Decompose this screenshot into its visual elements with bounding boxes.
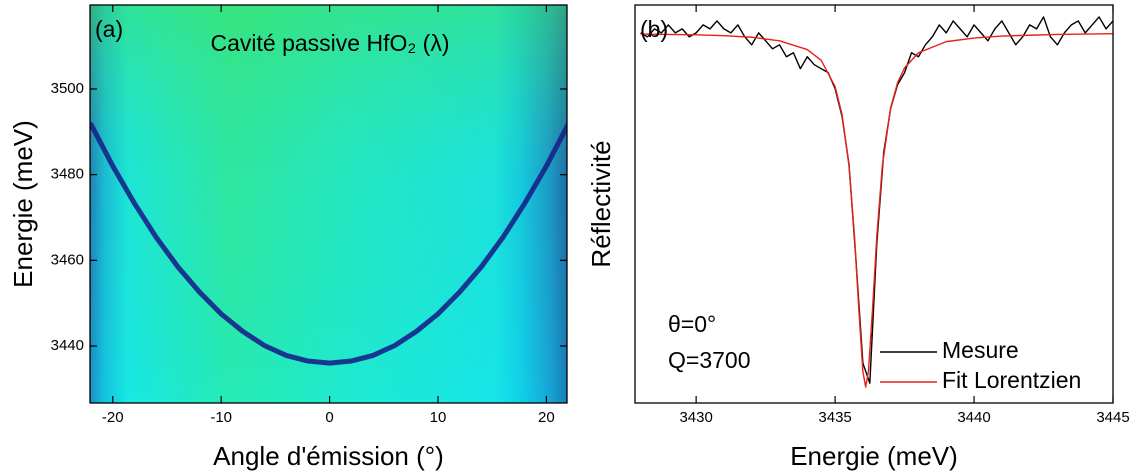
- annotation: Q=3700: [668, 347, 751, 373]
- dispersion-curve: [90, 122, 567, 366]
- panel: [640, 16, 1113, 388]
- x-tick-label: 3430: [679, 409, 712, 426]
- x-tick-label: 20: [538, 409, 555, 426]
- x-tick-label: 3435: [818, 409, 851, 426]
- panel-label: (b): [640, 16, 668, 42]
- x-tick-label: -20: [102, 409, 124, 426]
- legend-label: Mesure: [942, 337, 1019, 363]
- annotation: θ=0°: [668, 311, 716, 337]
- y-tick-label: 3440: [51, 337, 84, 354]
- panel-title: Cavité passive HfO₂ (λ): [211, 30, 450, 56]
- x-tick-label: -10: [210, 409, 232, 426]
- x-axis-label: Energie (meV): [790, 441, 958, 471]
- axes-frame: [89, 4, 568, 404]
- x-axis-label: Angle d'émission (°): [213, 441, 444, 471]
- x-tick-label: 3445: [1096, 409, 1129, 426]
- y-tick-label: 3480: [51, 166, 84, 183]
- y-tick-label: 3500: [51, 80, 84, 97]
- heatmap-shading: [90, 5, 567, 403]
- panel-label: (a): [95, 16, 123, 42]
- y-axis-label: Réflectivité: [586, 140, 616, 267]
- axes-frame: [634, 4, 1114, 404]
- y-axis-label: Energie (meV): [8, 120, 38, 288]
- y-tick-label: 3460: [51, 251, 84, 268]
- x-tick-label: 3440: [957, 409, 990, 426]
- x-tick-label: 0: [325, 409, 333, 426]
- legend-label: Fit Lorentzien: [942, 367, 1081, 393]
- panel: [90, 122, 567, 366]
- x-tick-label: 10: [430, 409, 447, 426]
- plots: -20 -10 0 10 20 3440 3460 3480 3500 Angle d'émiss…: [8, 4, 1130, 471]
- series-line: [640, 32, 1113, 388]
